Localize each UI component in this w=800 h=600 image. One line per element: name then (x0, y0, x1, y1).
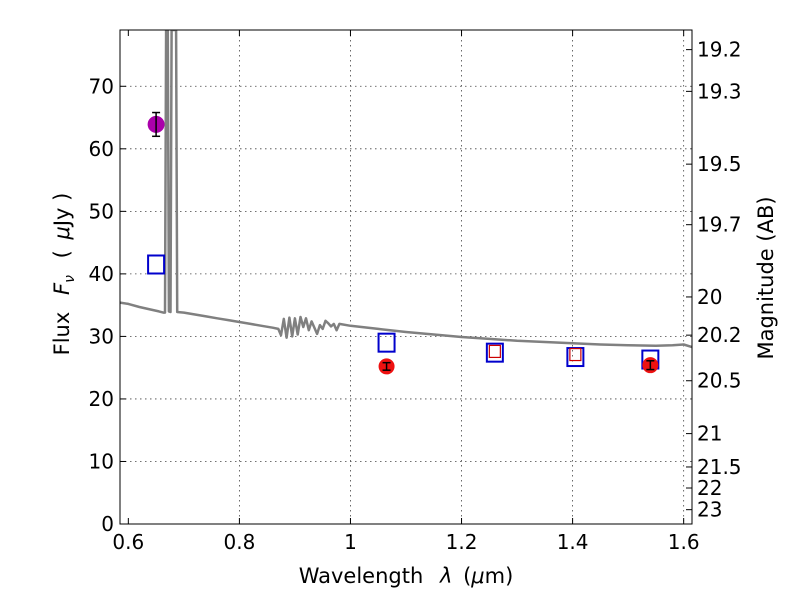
y-axis-title-subscript: ν (62, 275, 78, 283)
x-tick-label: 1.6 (668, 530, 700, 554)
x-axis-title-symbol: λ (439, 564, 452, 588)
y-tick-label: 40 (89, 262, 114, 286)
y-tick-label: 50 (89, 199, 114, 223)
right-tick-label: 19.7 (697, 213, 742, 237)
plot-frame (119, 29, 693, 525)
right-axis-title: Magnitude (AB) (754, 196, 778, 359)
ticks: 0.6 0.8 1 1.2 1.4 1.6 0 10 20 30 40 50 60 70 19.2 19.3 1… (89, 30, 742, 554)
grid (120, 30, 692, 524)
y-tick-label: 20 (89, 387, 114, 411)
y-axis-title-unit-mu: μ (50, 226, 74, 240)
x-axis-title: Wavelength λ (μm) (299, 564, 514, 588)
right-tick-label: 21 (697, 422, 722, 446)
y-axis-title-main: Flux (50, 312, 74, 356)
y-axis-title: Flux Fν ( μJy ) (50, 193, 79, 356)
model-point-blue (485, 342, 504, 363)
x-axis-title-main: Wavelength (299, 564, 424, 588)
right-tick-label: 19.2 (697, 38, 742, 62)
x-tick-label: 0.6 (112, 530, 144, 554)
x-axis-title-unit-mu: μ (470, 564, 484, 588)
spectrum-line (120, 30, 692, 349)
y-tick-label: 60 (89, 137, 114, 161)
model-point-blue (377, 332, 396, 353)
x-tick-label: 1.2 (446, 530, 478, 554)
model-point-red (569, 347, 582, 362)
y-tick-label: 0 (101, 512, 114, 536)
x-tick-label: 0.8 (223, 530, 255, 554)
right-tick-label: 20.5 (697, 369, 742, 393)
y-tick-label: 10 (89, 449, 114, 473)
x-axis-title-unit-open: ( (463, 564, 471, 588)
y-tick-label: 30 (89, 324, 114, 348)
right-tick-label: 20 (697, 285, 722, 309)
right-tick-label: 21.5 (697, 455, 742, 479)
right-tick-label: 19.3 (697, 79, 742, 103)
y-axis-title-symbol: F (50, 282, 74, 295)
y-axis-title-unit-close: Jy ) (50, 193, 74, 229)
right-tick-label: 20.2 (697, 323, 742, 347)
x-axis-title-unit-close: m) (485, 564, 514, 588)
x-tick-label: 1 (344, 530, 357, 554)
y-tick-label: 70 (89, 74, 114, 98)
model-point-blue (147, 254, 166, 275)
x-tick-label: 1.4 (557, 530, 589, 554)
right-tick-label: 22 (697, 476, 722, 500)
plot-area (120, 30, 692, 375)
y-axis-title-unit-open: ( (50, 250, 74, 258)
right-tick-label: 23 (697, 498, 722, 522)
right-tick-label: 19.5 (697, 152, 742, 176)
model-point-red (488, 344, 501, 359)
